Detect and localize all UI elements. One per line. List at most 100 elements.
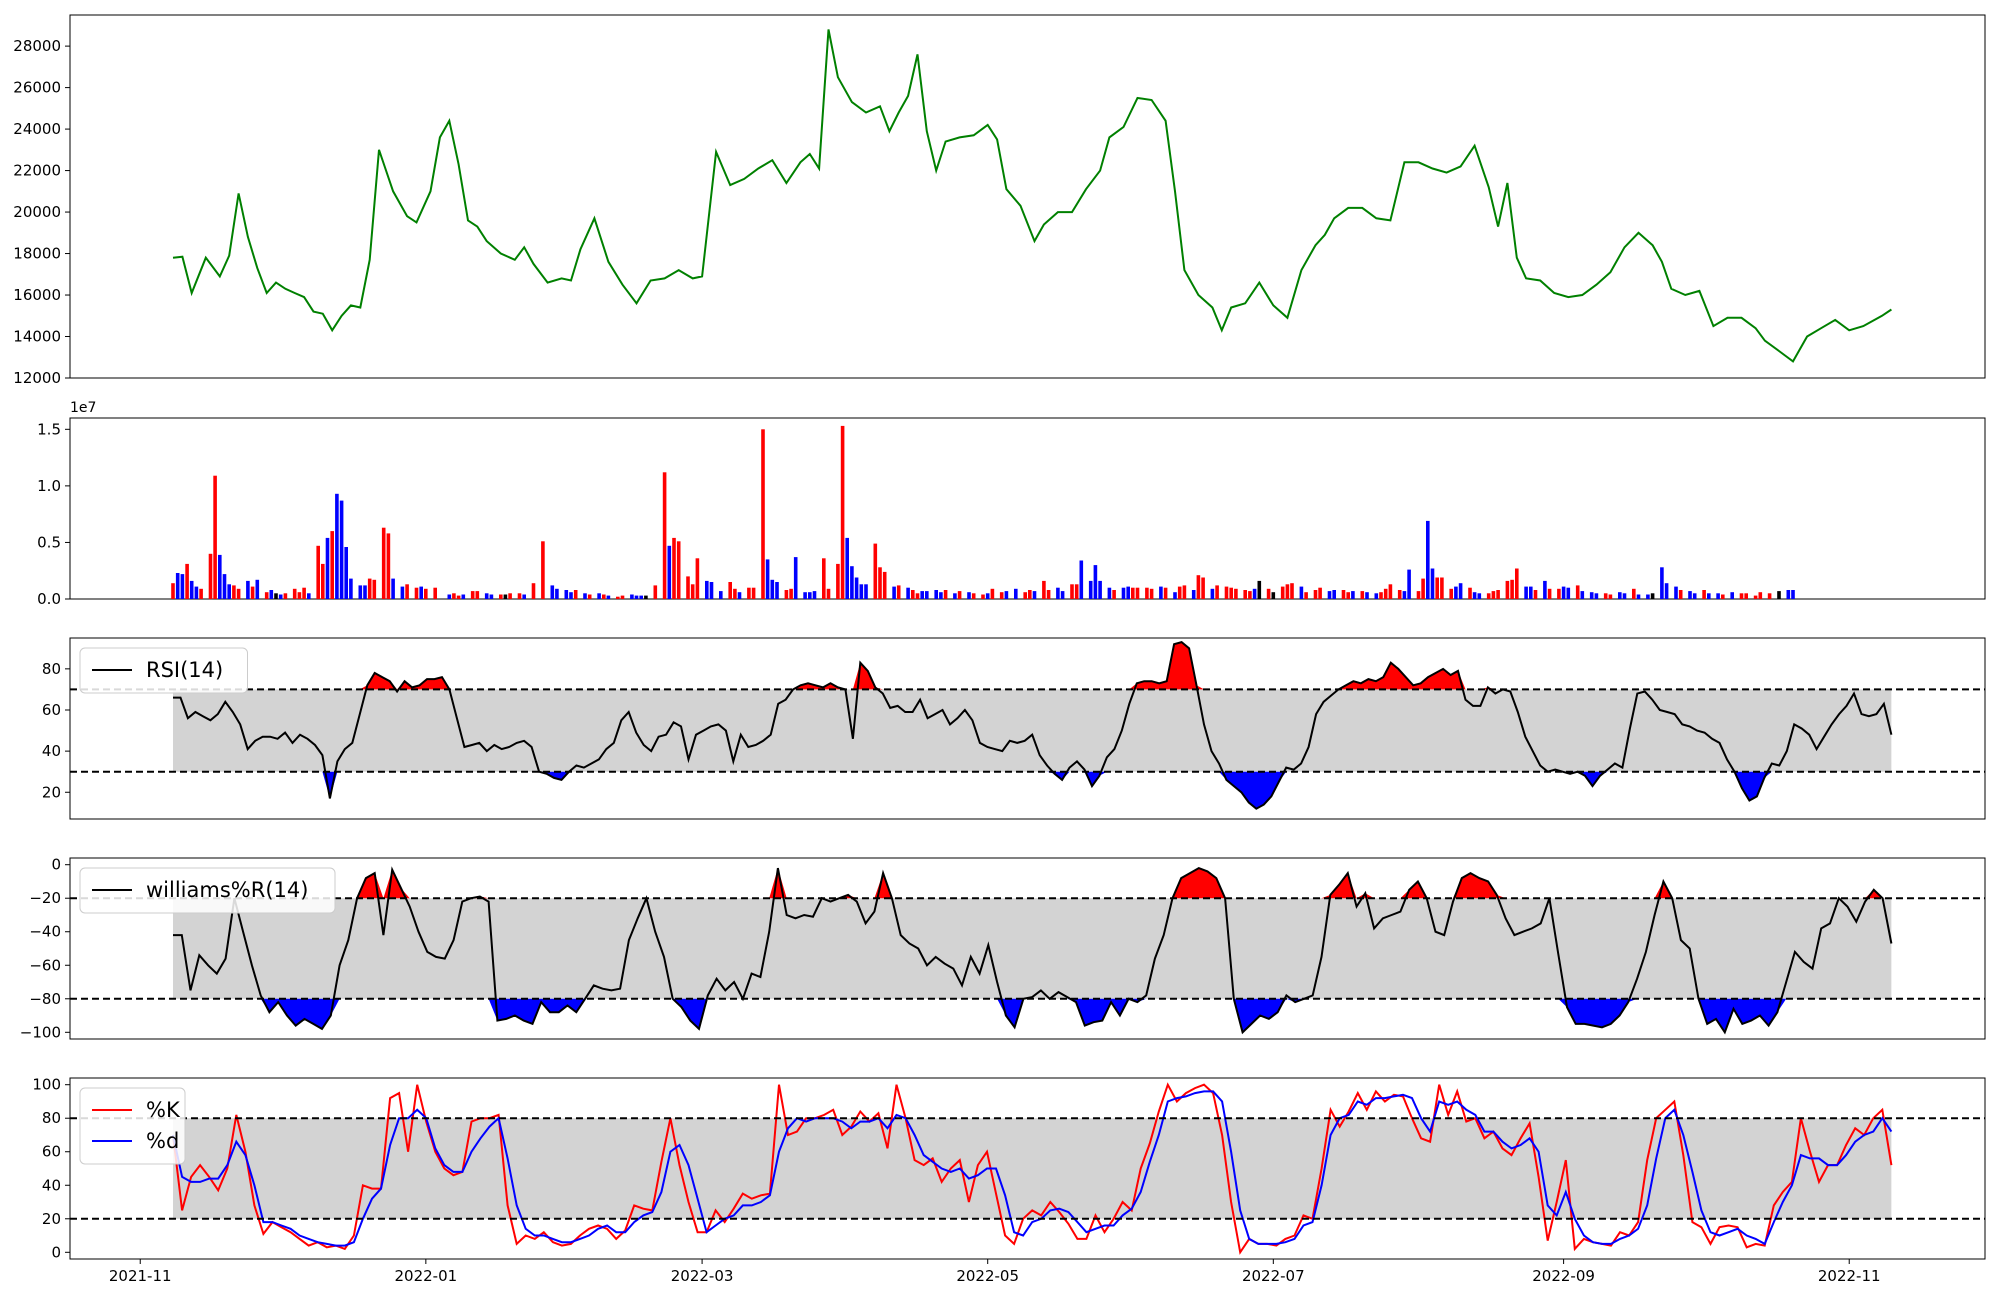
pct-d-line xyxy=(172,1090,1893,1247)
y-tick-label: 28000 xyxy=(13,37,61,55)
volume-bar xyxy=(925,591,929,599)
volume-bar xyxy=(1182,585,1187,599)
volume-bar xyxy=(1177,586,1182,599)
volume-bar xyxy=(508,593,512,599)
volume-bar xyxy=(1632,588,1636,599)
volume-bar xyxy=(789,588,793,599)
y-tick-label: −20 xyxy=(29,889,61,907)
volume-bar xyxy=(564,590,569,599)
volume-bar xyxy=(999,592,1004,599)
volume-bar xyxy=(1721,594,1725,599)
volume-bar xyxy=(878,567,882,599)
volume-bar xyxy=(1299,586,1304,599)
volume-bar xyxy=(269,590,274,599)
volume-bar xyxy=(1407,569,1411,599)
volume-bar xyxy=(1486,593,1491,599)
volume-bar xyxy=(1112,590,1116,599)
legend-label: RSI(14) xyxy=(146,658,223,682)
volume-bar xyxy=(1234,588,1238,599)
volume-bar xyxy=(550,585,555,599)
volume-bar xyxy=(283,593,288,599)
volume-bar xyxy=(920,591,924,599)
volume-bar xyxy=(1468,587,1472,599)
volume-bar xyxy=(1028,590,1032,599)
volume-bar xyxy=(307,593,311,599)
volume-bar xyxy=(985,593,990,599)
volume-bar xyxy=(330,531,334,599)
y-tick-label: 22000 xyxy=(13,162,61,180)
volume-bar xyxy=(1121,587,1126,599)
y-tick-label: 40 xyxy=(42,742,61,760)
overbought-fill xyxy=(173,868,1892,899)
volume-bar xyxy=(1126,586,1130,599)
volume-bar xyxy=(695,558,700,599)
y-tick-label: 0 xyxy=(51,856,61,874)
volume-bar xyxy=(424,588,428,599)
volume-bar xyxy=(1491,591,1496,599)
volume-bar xyxy=(1046,590,1051,599)
volume-bar xyxy=(185,563,189,599)
x-tick-label: 2022-03 xyxy=(671,1267,734,1285)
volume-bar xyxy=(489,594,494,599)
volume-bar xyxy=(1664,583,1669,599)
volume-bar xyxy=(765,559,770,599)
volume-bar xyxy=(503,594,508,599)
volume-bar xyxy=(859,584,864,599)
volume-bar xyxy=(892,586,896,599)
volume-bar xyxy=(1196,575,1201,599)
volume-bar xyxy=(344,547,348,599)
volume-bar xyxy=(1416,591,1421,599)
y-tick-label: 80 xyxy=(42,1109,61,1127)
price-panel xyxy=(69,14,1986,379)
volume-bar xyxy=(1716,593,1720,599)
volume-bar xyxy=(1290,583,1294,599)
volume-bar xyxy=(1313,590,1318,599)
volume-bar xyxy=(1379,592,1383,599)
volume-bar xyxy=(1056,587,1060,599)
volume-bar xyxy=(981,594,985,599)
volume-bar xyxy=(232,585,236,599)
volume-bar xyxy=(606,595,611,599)
volume-bar xyxy=(686,576,690,599)
volume-bar xyxy=(1472,592,1477,599)
volume-bar xyxy=(602,594,606,599)
volume-bar xyxy=(194,586,199,599)
volume-bar xyxy=(1280,586,1285,599)
williams-panel xyxy=(69,857,1986,1040)
volume-bar xyxy=(1224,586,1229,599)
volume-bar xyxy=(1163,587,1168,599)
volume-bar xyxy=(1327,591,1332,599)
volume-bar xyxy=(644,595,648,599)
volume-bar xyxy=(222,574,227,599)
volume-bar xyxy=(1285,584,1290,599)
volume-bar xyxy=(1510,579,1514,599)
volume-bar xyxy=(943,590,948,599)
volume-bar xyxy=(915,593,920,599)
volume-bar xyxy=(1332,590,1336,599)
volume-bar xyxy=(372,579,377,599)
volume-bar xyxy=(808,592,812,599)
volume-bar xyxy=(690,584,695,599)
volume-bar xyxy=(1650,593,1655,599)
volume-bar xyxy=(517,593,522,599)
volume-bar xyxy=(733,588,737,599)
volume-bar xyxy=(1014,588,1018,599)
volume-bar xyxy=(620,595,625,599)
volume-bar xyxy=(1707,593,1711,599)
volume-bar xyxy=(1777,591,1781,599)
volume-bar xyxy=(616,596,620,599)
y-tick-label: 20 xyxy=(42,1210,61,1228)
volume-bar xyxy=(1435,577,1439,599)
volume-bar xyxy=(1547,588,1552,599)
volume-bar xyxy=(1739,593,1744,599)
volume-bar xyxy=(1426,520,1430,599)
volume-bar xyxy=(672,537,676,599)
x-tick-label: 2022-05 xyxy=(956,1267,1019,1285)
volume-bar xyxy=(1692,593,1697,599)
volume-bar xyxy=(316,545,320,599)
volume-bar xyxy=(1351,591,1355,599)
volume-bar xyxy=(1618,592,1622,599)
y-tick-label: 0.5 xyxy=(37,533,61,551)
volume-bar xyxy=(1374,593,1379,599)
